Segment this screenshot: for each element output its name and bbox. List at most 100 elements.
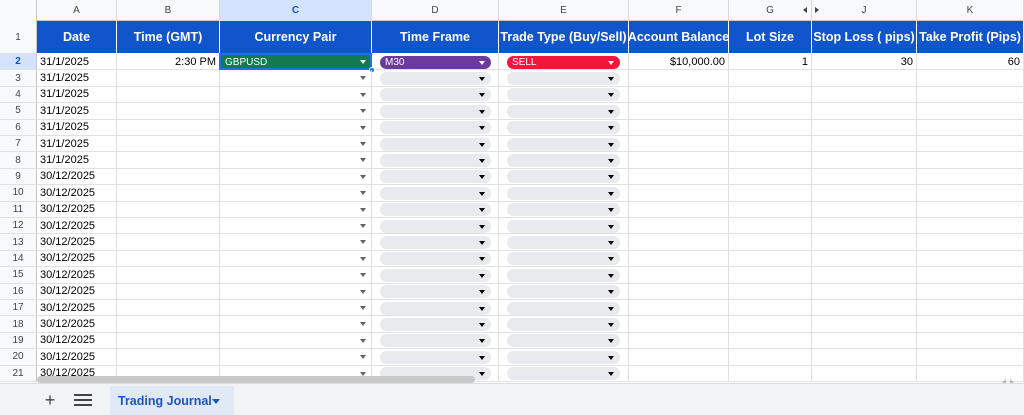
row-header[interactable]: 17 bbox=[0, 300, 37, 317]
chevron-down-icon[interactable] bbox=[360, 76, 366, 81]
empty-cell[interactable] bbox=[220, 201, 372, 218]
empty-cell[interactable] bbox=[812, 185, 917, 202]
empty-cell[interactable] bbox=[629, 332, 729, 350]
empty-cell[interactable] bbox=[499, 332, 629, 350]
chevron-down-icon[interactable] bbox=[479, 224, 485, 229]
empty-cell[interactable] bbox=[917, 201, 1024, 218]
column-title-cell[interactable]: Trade Type (Buy/Sell) bbox=[499, 21, 629, 54]
row-header[interactable]: 11 bbox=[0, 201, 37, 218]
empty-cell[interactable] bbox=[729, 300, 812, 317]
empty-cell[interactable] bbox=[117, 300, 220, 317]
empty-cell[interactable] bbox=[499, 70, 629, 87]
row-header[interactable]: 6 bbox=[0, 119, 37, 136]
chevron-down-icon[interactable] bbox=[608, 191, 614, 196]
empty-cell[interactable] bbox=[117, 316, 220, 333]
date-cell[interactable]: 30/12/2025 bbox=[37, 300, 117, 317]
empty-cell[interactable] bbox=[729, 218, 812, 235]
empty-cell[interactable] bbox=[917, 168, 1024, 186]
empty-cell[interactable] bbox=[729, 70, 812, 87]
time-cell[interactable]: 2:30 PM bbox=[117, 54, 220, 71]
row-header[interactable]: 20 bbox=[0, 349, 37, 366]
row-header[interactable]: 19 bbox=[0, 332, 37, 350]
date-cell[interactable]: 30/12/2025 bbox=[37, 185, 117, 202]
chevron-down-icon[interactable] bbox=[479, 142, 485, 147]
empty-cell[interactable] bbox=[117, 267, 220, 284]
empty-cell[interactable] bbox=[629, 316, 729, 333]
empty-cell[interactable] bbox=[812, 218, 917, 235]
column-title-cell[interactable]: Currency Pair bbox=[220, 21, 372, 54]
empty-cell[interactable] bbox=[629, 218, 729, 235]
row-header[interactable]: 21 bbox=[0, 365, 37, 382]
empty-cell[interactable] bbox=[729, 267, 812, 284]
chevron-down-icon[interactable] bbox=[479, 60, 485, 65]
empty-cell[interactable] bbox=[729, 283, 812, 300]
empty-cell[interactable] bbox=[917, 349, 1024, 366]
empty-cell[interactable] bbox=[917, 185, 1024, 202]
empty-cell[interactable] bbox=[499, 168, 629, 186]
date-cell[interactable]: 31/1/2025 bbox=[37, 70, 117, 87]
row-header[interactable]: 12 bbox=[0, 218, 37, 235]
empty-cell[interactable] bbox=[372, 316, 499, 333]
empty-cell[interactable] bbox=[729, 316, 812, 333]
trade-type-dropdown[interactable]: SELL bbox=[507, 55, 620, 69]
chevron-down-icon[interactable] bbox=[608, 175, 614, 180]
chevron-down-icon[interactable] bbox=[479, 126, 485, 131]
empty-cell[interactable] bbox=[372, 250, 499, 268]
trade-type-dropdown[interactable] bbox=[507, 268, 620, 282]
column-header-j[interactable]: J bbox=[812, 0, 917, 21]
chevron-down-icon[interactable] bbox=[608, 372, 614, 377]
empty-cell[interactable] bbox=[917, 152, 1024, 169]
empty-cell[interactable] bbox=[499, 152, 629, 169]
empty-cell[interactable] bbox=[220, 168, 372, 186]
empty-cell[interactable] bbox=[812, 168, 917, 186]
empty-cell[interactable] bbox=[220, 349, 372, 366]
chevron-down-icon[interactable] bbox=[212, 399, 220, 404]
chevron-down-icon[interactable] bbox=[479, 306, 485, 311]
empty-cell[interactable] bbox=[499, 201, 629, 218]
empty-cell[interactable] bbox=[629, 86, 729, 104]
chevron-down-icon[interactable] bbox=[608, 93, 614, 98]
chevron-down-icon[interactable] bbox=[479, 191, 485, 196]
chevron-down-icon[interactable] bbox=[608, 273, 614, 278]
empty-cell[interactable] bbox=[220, 70, 372, 87]
date-cell[interactable]: 31/1/2025 bbox=[37, 103, 117, 120]
empty-cell[interactable] bbox=[629, 152, 729, 169]
column-title-cell[interactable]: Stop Loss ( pips) bbox=[812, 21, 917, 54]
empty-cell[interactable] bbox=[629, 103, 729, 120]
empty-cell[interactable] bbox=[812, 201, 917, 218]
hidden-columns-left-icon[interactable] bbox=[803, 7, 807, 13]
empty-cell[interactable] bbox=[117, 250, 220, 268]
empty-cell[interactable] bbox=[812, 136, 917, 153]
chevron-down-icon[interactable] bbox=[608, 306, 614, 311]
row-header[interactable]: 8 bbox=[0, 152, 37, 169]
column-header-e[interactable]: E bbox=[499, 0, 629, 21]
fill-handle[interactable] bbox=[369, 67, 375, 74]
empty-cell[interactable] bbox=[117, 283, 220, 300]
chevron-down-icon[interactable] bbox=[608, 355, 614, 360]
row-header[interactable]: 1 bbox=[0, 21, 37, 54]
time-frame-dropdown[interactable] bbox=[380, 350, 491, 364]
empty-cell[interactable] bbox=[372, 119, 499, 136]
chevron-down-icon[interactable] bbox=[360, 289, 366, 294]
all-sheets-button[interactable] bbox=[74, 390, 92, 410]
empty-cell[interactable] bbox=[220, 119, 372, 136]
empty-cell[interactable] bbox=[629, 168, 729, 186]
empty-cell[interactable] bbox=[917, 70, 1024, 87]
chevron-down-icon[interactable] bbox=[360, 338, 366, 343]
date-cell[interactable]: 31/1/2025 bbox=[37, 54, 117, 71]
empty-cell[interactable] bbox=[917, 136, 1024, 153]
empty-cell[interactable] bbox=[917, 103, 1024, 120]
empty-cell[interactable] bbox=[372, 201, 499, 218]
column-title-cell[interactable]: Lot Size bbox=[729, 21, 812, 54]
chevron-down-icon[interactable] bbox=[608, 240, 614, 245]
empty-cell[interactable] bbox=[220, 316, 372, 333]
date-cell[interactable]: 30/12/2025 bbox=[37, 332, 117, 350]
empty-cell[interactable] bbox=[372, 332, 499, 350]
chevron-down-icon[interactable] bbox=[479, 372, 485, 377]
empty-cell[interactable] bbox=[917, 300, 1024, 317]
chevron-down-icon[interactable] bbox=[360, 207, 366, 212]
empty-cell[interactable] bbox=[629, 234, 729, 251]
empty-cell[interactable] bbox=[917, 250, 1024, 268]
chevron-down-icon[interactable] bbox=[360, 191, 366, 196]
date-cell[interactable]: 31/1/2025 bbox=[37, 119, 117, 136]
